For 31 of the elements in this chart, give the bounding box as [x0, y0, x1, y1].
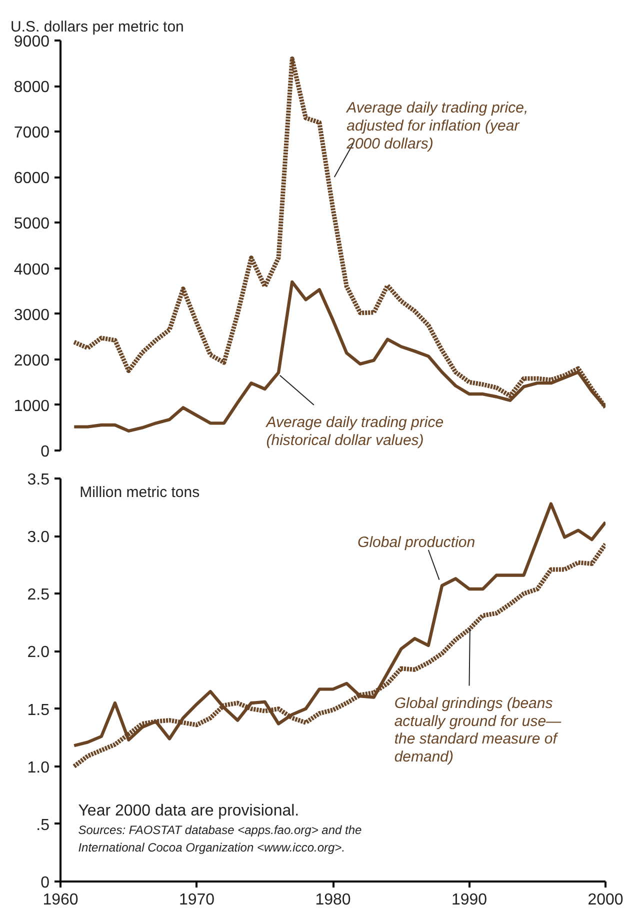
y-tick-label: 1.5: [27, 702, 50, 719]
x-tick-label: 1990: [451, 892, 488, 908]
series-label: Global grindings (beans actually ground for use—the standard measure of demand): [394, 694, 562, 766]
x-tick-label: 1970: [178, 892, 215, 908]
y-tick-label: 3.0: [27, 529, 50, 546]
y-tick-label: 5000: [14, 216, 50, 233]
y-tick-label: 0: [40, 444, 50, 460]
y-tick-label: 0: [40, 874, 50, 892]
x-tick-label: 1960: [42, 892, 78, 908]
y-tick-label: 1.0: [27, 759, 50, 776]
text: Global production: [358, 534, 476, 551]
y-tick-label: .5: [36, 816, 50, 834]
x-tick-label: 2000: [588, 892, 624, 908]
y-tick-label: 3.5: [27, 472, 50, 488]
y-tick-label: 1000: [14, 398, 50, 415]
y-tick-label: 3000: [14, 306, 50, 324]
y-axis-title: U.S. dollars per metric ton: [10, 18, 184, 36]
y-tick-label: 6000: [14, 170, 50, 188]
y-tick-label: 9000: [14, 34, 50, 50]
x-tick-label: 1980: [315, 892, 351, 908]
annotation: Year 2000 data are provisional.: [78, 802, 300, 820]
annotation: Sources: FAOSTAT database <apps.fao.org> and the International Cocoa Organization <www.icco.org>.: [78, 823, 362, 855]
series-label: Average daily trading price (historical dollar values): [265, 414, 444, 449]
y-tick-label: 7000: [14, 124, 50, 142]
y-tick-label: 2.0: [27, 644, 50, 662]
series-label: Average daily trading price, adjusted for inflation (year 2000 dollars): [346, 100, 528, 152]
y-tick-label: 2000: [14, 352, 50, 370]
y-axis-title: Million metric tons: [80, 484, 200, 501]
y-tick-label: 8000: [14, 79, 50, 96]
y-tick-label: 4000: [14, 261, 50, 278]
y-tick-label: 2.5: [27, 586, 50, 604]
